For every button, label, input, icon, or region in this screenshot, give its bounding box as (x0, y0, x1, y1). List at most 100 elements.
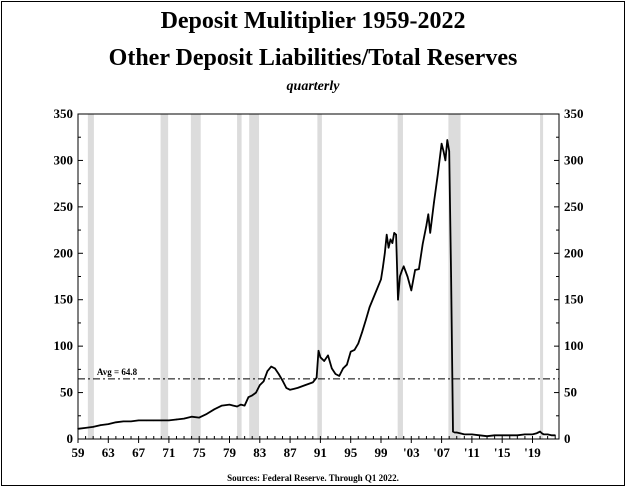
data-point (401, 270, 403, 272)
x-tick-label: '19 (524, 445, 541, 460)
data-point (437, 173, 439, 176)
data-point (213, 408, 216, 410)
y-tick-label-right: 100 (564, 338, 584, 353)
data-point (535, 432, 537, 435)
data-point (471, 433, 473, 436)
data-point (395, 234, 397, 236)
data-point (315, 377, 318, 379)
data-point (221, 404, 223, 407)
data-point (365, 319, 367, 321)
data-point (414, 269, 416, 271)
data-point (160, 419, 163, 422)
data-point (543, 433, 545, 436)
data-point (440, 143, 443, 145)
data-point (389, 238, 392, 241)
data-point (393, 232, 395, 234)
data-point (463, 433, 466, 436)
chart-title: Deposit Mulitiplier 1959-2022 (161, 8, 466, 34)
data-point (293, 388, 295, 390)
data-point (539, 430, 541, 433)
data-point (278, 373, 280, 375)
data-point (266, 370, 269, 372)
data-point (478, 434, 481, 436)
data-point (410, 289, 412, 292)
frequency-label: quarterly (287, 79, 341, 94)
data-point (274, 367, 276, 370)
data-point (198, 416, 200, 419)
data-point (236, 405, 238, 408)
chart-subtitle: Other Deposit Liabilities/Total Reserves (109, 45, 518, 71)
data-point (524, 433, 526, 436)
x-tick-label: 87 (284, 445, 298, 460)
data-point (145, 419, 147, 422)
series-layer (77, 139, 556, 438)
data-point (429, 232, 431, 234)
data-point (384, 252, 386, 254)
data-point (331, 367, 333, 370)
y-tick-label-right: 150 (564, 292, 584, 307)
x-tick-label: 67 (132, 445, 146, 460)
data-point (281, 379, 284, 382)
data-point (554, 434, 556, 436)
data-point (433, 201, 435, 203)
data-point (421, 243, 424, 245)
data-point (175, 418, 178, 421)
data-point (391, 242, 394, 244)
recession-band (160, 114, 169, 439)
series-line (77, 139, 556, 438)
data-point (92, 426, 94, 428)
data-point (100, 424, 102, 426)
y-tick-label-right: 300 (564, 152, 584, 167)
data-point (361, 331, 363, 333)
x-tick-label: '15 (494, 445, 511, 460)
recession-band (540, 114, 544, 439)
data-point (289, 389, 291, 391)
right-y-axis: 0 50 100 150 200 250 300 350 (554, 106, 584, 446)
data-point (346, 364, 348, 366)
x-tick-label: '07 (433, 445, 450, 460)
y-tick-label: 150 (54, 292, 74, 307)
data-point (327, 354, 329, 357)
data-point (541, 432, 543, 435)
data-point (452, 430, 454, 433)
data-point (357, 342, 359, 345)
x-tick-label: 79 (223, 445, 237, 460)
recession-band (87, 114, 94, 439)
data-point (427, 213, 430, 215)
y-tick-label-right: 200 (564, 245, 584, 260)
data-point (509, 434, 511, 436)
data-point (425, 224, 428, 227)
x-tick-label: 99 (374, 445, 388, 460)
data-point (450, 275, 452, 278)
data-point (444, 159, 447, 162)
data-point (456, 431, 458, 434)
x-tick-label: 75 (193, 445, 207, 460)
data-point (115, 421, 117, 423)
y-tick-label: 50 (60, 385, 73, 400)
average-reference: Avg = 64.8 (78, 367, 559, 380)
recession-shading (87, 114, 544, 439)
left-y-axis: 0 50 100 150 200 250 300 350 (54, 106, 83, 446)
data-point (368, 306, 371, 308)
data-point (270, 365, 272, 368)
y-tick-label-right: 250 (564, 199, 584, 214)
data-point (190, 416, 193, 418)
x-tick-label: 83 (253, 445, 267, 460)
data-point (107, 423, 109, 425)
data-point (130, 420, 132, 423)
data-point (403, 265, 405, 267)
data-point (304, 384, 306, 386)
data-point (334, 373, 337, 375)
data-point (262, 380, 265, 383)
data-point (454, 431, 456, 434)
x-tick-label: '11 (464, 445, 480, 460)
data-point (442, 150, 445, 152)
data-point (376, 287, 378, 290)
data-point (183, 417, 185, 420)
recession-band (249, 114, 260, 439)
y-tick-label: 200 (54, 245, 74, 260)
data-point (531, 433, 534, 436)
y-tick-label-right: 0 (564, 431, 571, 446)
data-point (137, 419, 140, 422)
